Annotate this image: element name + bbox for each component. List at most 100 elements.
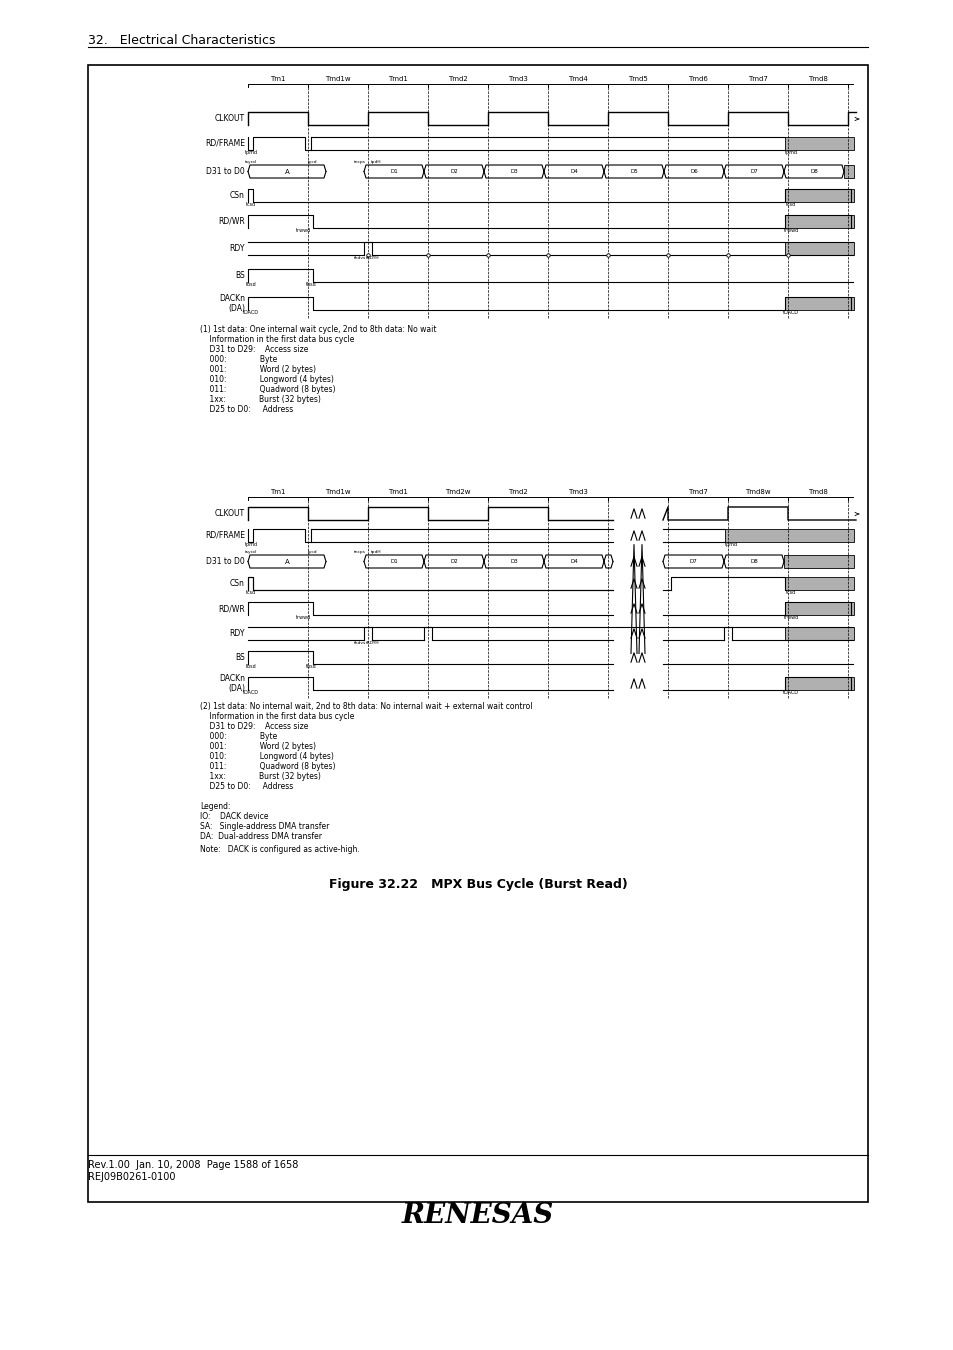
Text: Information in the first data bus cycle: Information in the first data bus cycle	[200, 335, 354, 344]
Text: CLKOUT: CLKOUT	[214, 509, 245, 518]
Text: D1: D1	[390, 559, 397, 564]
Text: D25 to D0:     Address: D25 to D0: Address	[200, 405, 293, 414]
Text: Tmd4: Tmd4	[568, 76, 587, 82]
Text: Note:   DACK is configured as active-high.: Note: DACK is configured as active-high.	[200, 845, 359, 855]
Text: D31 to D0: D31 to D0	[206, 558, 245, 566]
Text: tsycd: tsycd	[245, 549, 256, 553]
Text: RD/WR: RD/WR	[218, 603, 245, 613]
Text: tpmd: tpmd	[723, 541, 737, 547]
Text: D8: D8	[749, 559, 757, 564]
Text: Figure 32.22   MPX Bus Cycle (Burst Read): Figure 32.22 MPX Bus Cycle (Burst Read)	[328, 878, 627, 891]
Text: D31 to D29:    Access size: D31 to D29: Access size	[200, 722, 308, 730]
Text: Tmd7: Tmd7	[747, 76, 767, 82]
Text: RD/FRAME: RD/FRAME	[205, 531, 245, 540]
Text: Tmd8w: Tmd8w	[744, 489, 770, 495]
Text: Tmd6: Tmd6	[687, 76, 707, 82]
Text: RD/FRAME: RD/FRAME	[205, 139, 245, 148]
Text: tncps: tncps	[354, 549, 366, 553]
Bar	[88, 65, 867, 1202]
Text: D1: D1	[390, 169, 397, 174]
Text: tbsd: tbsd	[305, 282, 316, 288]
Text: thdvs: thdvs	[354, 256, 366, 261]
Text: Tmd1w: Tmd1w	[325, 76, 351, 82]
Text: D4: D4	[570, 559, 578, 564]
Text: Tmd7: Tmd7	[687, 489, 707, 495]
Text: Tmd2: Tmd2	[508, 489, 527, 495]
Text: 011:              Quadword (8 bytes): 011: Quadword (8 bytes)	[200, 761, 335, 771]
Text: D31 to D29:    Access size: D31 to D29: Access size	[200, 346, 308, 354]
Text: Tmd1: Tmd1	[388, 489, 408, 495]
Bar	[784, 189, 853, 202]
Text: Tmd8: Tmd8	[807, 76, 827, 82]
Text: RDY: RDY	[230, 629, 245, 639]
Text: Rev.1.00  Jan. 10, 2008  Page 1588 of 1658: Rev.1.00 Jan. 10, 2008 Page 1588 of 1658	[88, 1160, 298, 1170]
Text: D2: D2	[450, 559, 457, 564]
Text: tbsd: tbsd	[245, 282, 256, 288]
Text: tpdH: tpdH	[371, 549, 381, 553]
Text: tDACD: tDACD	[243, 310, 258, 315]
Text: 001:              Word (2 bytes): 001: Word (2 bytes)	[200, 743, 315, 751]
Text: trwwd: trwwd	[295, 616, 311, 620]
Text: tDACD: tDACD	[243, 690, 258, 695]
Text: DACKn
(DA): DACKn (DA)	[219, 674, 245, 693]
Text: DACKn
(DA): DACKn (DA)	[219, 294, 245, 313]
Text: Tmd2w: Tmd2w	[445, 489, 470, 495]
Text: A: A	[284, 169, 289, 174]
Text: 32.   Electrical Characteristics: 32. Electrical Characteristics	[88, 34, 275, 47]
Text: tsycd: tsycd	[245, 161, 256, 163]
Text: D8: D8	[809, 169, 817, 174]
Text: Tmd3: Tmd3	[508, 76, 527, 82]
Text: Tmd1: Tmd1	[388, 76, 408, 82]
Text: D25 to D0:     Address: D25 to D0: Address	[200, 782, 293, 791]
Text: CSn: CSn	[230, 190, 245, 200]
Text: thdvs: thdvs	[354, 641, 366, 645]
Bar	[783, 555, 853, 568]
Text: Legend:: Legend:	[200, 802, 231, 811]
Text: tbsd: tbsd	[305, 664, 316, 670]
Text: D5: D5	[630, 169, 638, 174]
Text: Tmd2: Tmd2	[448, 76, 467, 82]
Text: CSn: CSn	[230, 579, 245, 589]
Bar	[784, 626, 853, 640]
Bar	[784, 136, 853, 150]
Text: DA:  Dual-address DMA transfer: DA: Dual-address DMA transfer	[200, 832, 322, 841]
Text: RDY: RDY	[230, 244, 245, 252]
Text: A: A	[284, 559, 289, 564]
Text: tRDYH: tRDYH	[366, 641, 379, 645]
Text: trwwd: trwwd	[782, 616, 798, 620]
Text: D7: D7	[749, 169, 757, 174]
Bar	[724, 529, 853, 541]
Text: D31 to D0: D31 to D0	[206, 167, 245, 176]
Bar	[784, 602, 853, 616]
Text: tRDYH: tRDYH	[366, 256, 379, 261]
Text: 001:              Word (2 bytes): 001: Word (2 bytes)	[200, 364, 315, 374]
Text: tycd: tycd	[308, 161, 317, 163]
Text: tpmd: tpmd	[244, 541, 257, 547]
Text: tcsd: tcsd	[246, 590, 255, 595]
Text: tDACD: tDACD	[782, 690, 799, 695]
Text: BS: BS	[235, 271, 245, 279]
Text: 010:              Longword (4 bytes): 010: Longword (4 bytes)	[200, 752, 334, 761]
Bar	[784, 215, 853, 228]
Bar	[784, 576, 853, 590]
Text: tpmd: tpmd	[783, 150, 797, 155]
Bar	[784, 297, 853, 310]
Text: tpmd: tpmd	[244, 150, 257, 155]
Text: 000:              Byte: 000: Byte	[200, 732, 277, 741]
Bar	[843, 165, 853, 178]
Text: D6: D6	[689, 169, 698, 174]
Text: Tm1: Tm1	[270, 76, 286, 82]
Text: Tm1: Tm1	[270, 489, 286, 495]
Text: tDACD: tDACD	[782, 310, 799, 315]
Text: Tmd1w: Tmd1w	[325, 489, 351, 495]
Text: 1xx:              Burst (32 bytes): 1xx: Burst (32 bytes)	[200, 396, 320, 404]
Text: 000:              Byte: 000: Byte	[200, 355, 277, 364]
Text: D4: D4	[570, 169, 578, 174]
Text: D3: D3	[510, 169, 517, 174]
Bar	[784, 242, 853, 255]
Text: RENESAS: RENESAS	[401, 1202, 554, 1228]
Text: D2: D2	[450, 169, 457, 174]
Text: D7: D7	[689, 559, 697, 564]
Text: (2) 1st data: No internal wait, 2nd to 8th data: No internal wait + external wai: (2) 1st data: No internal wait, 2nd to 8…	[200, 702, 532, 711]
Text: Tmd8: Tmd8	[807, 489, 827, 495]
